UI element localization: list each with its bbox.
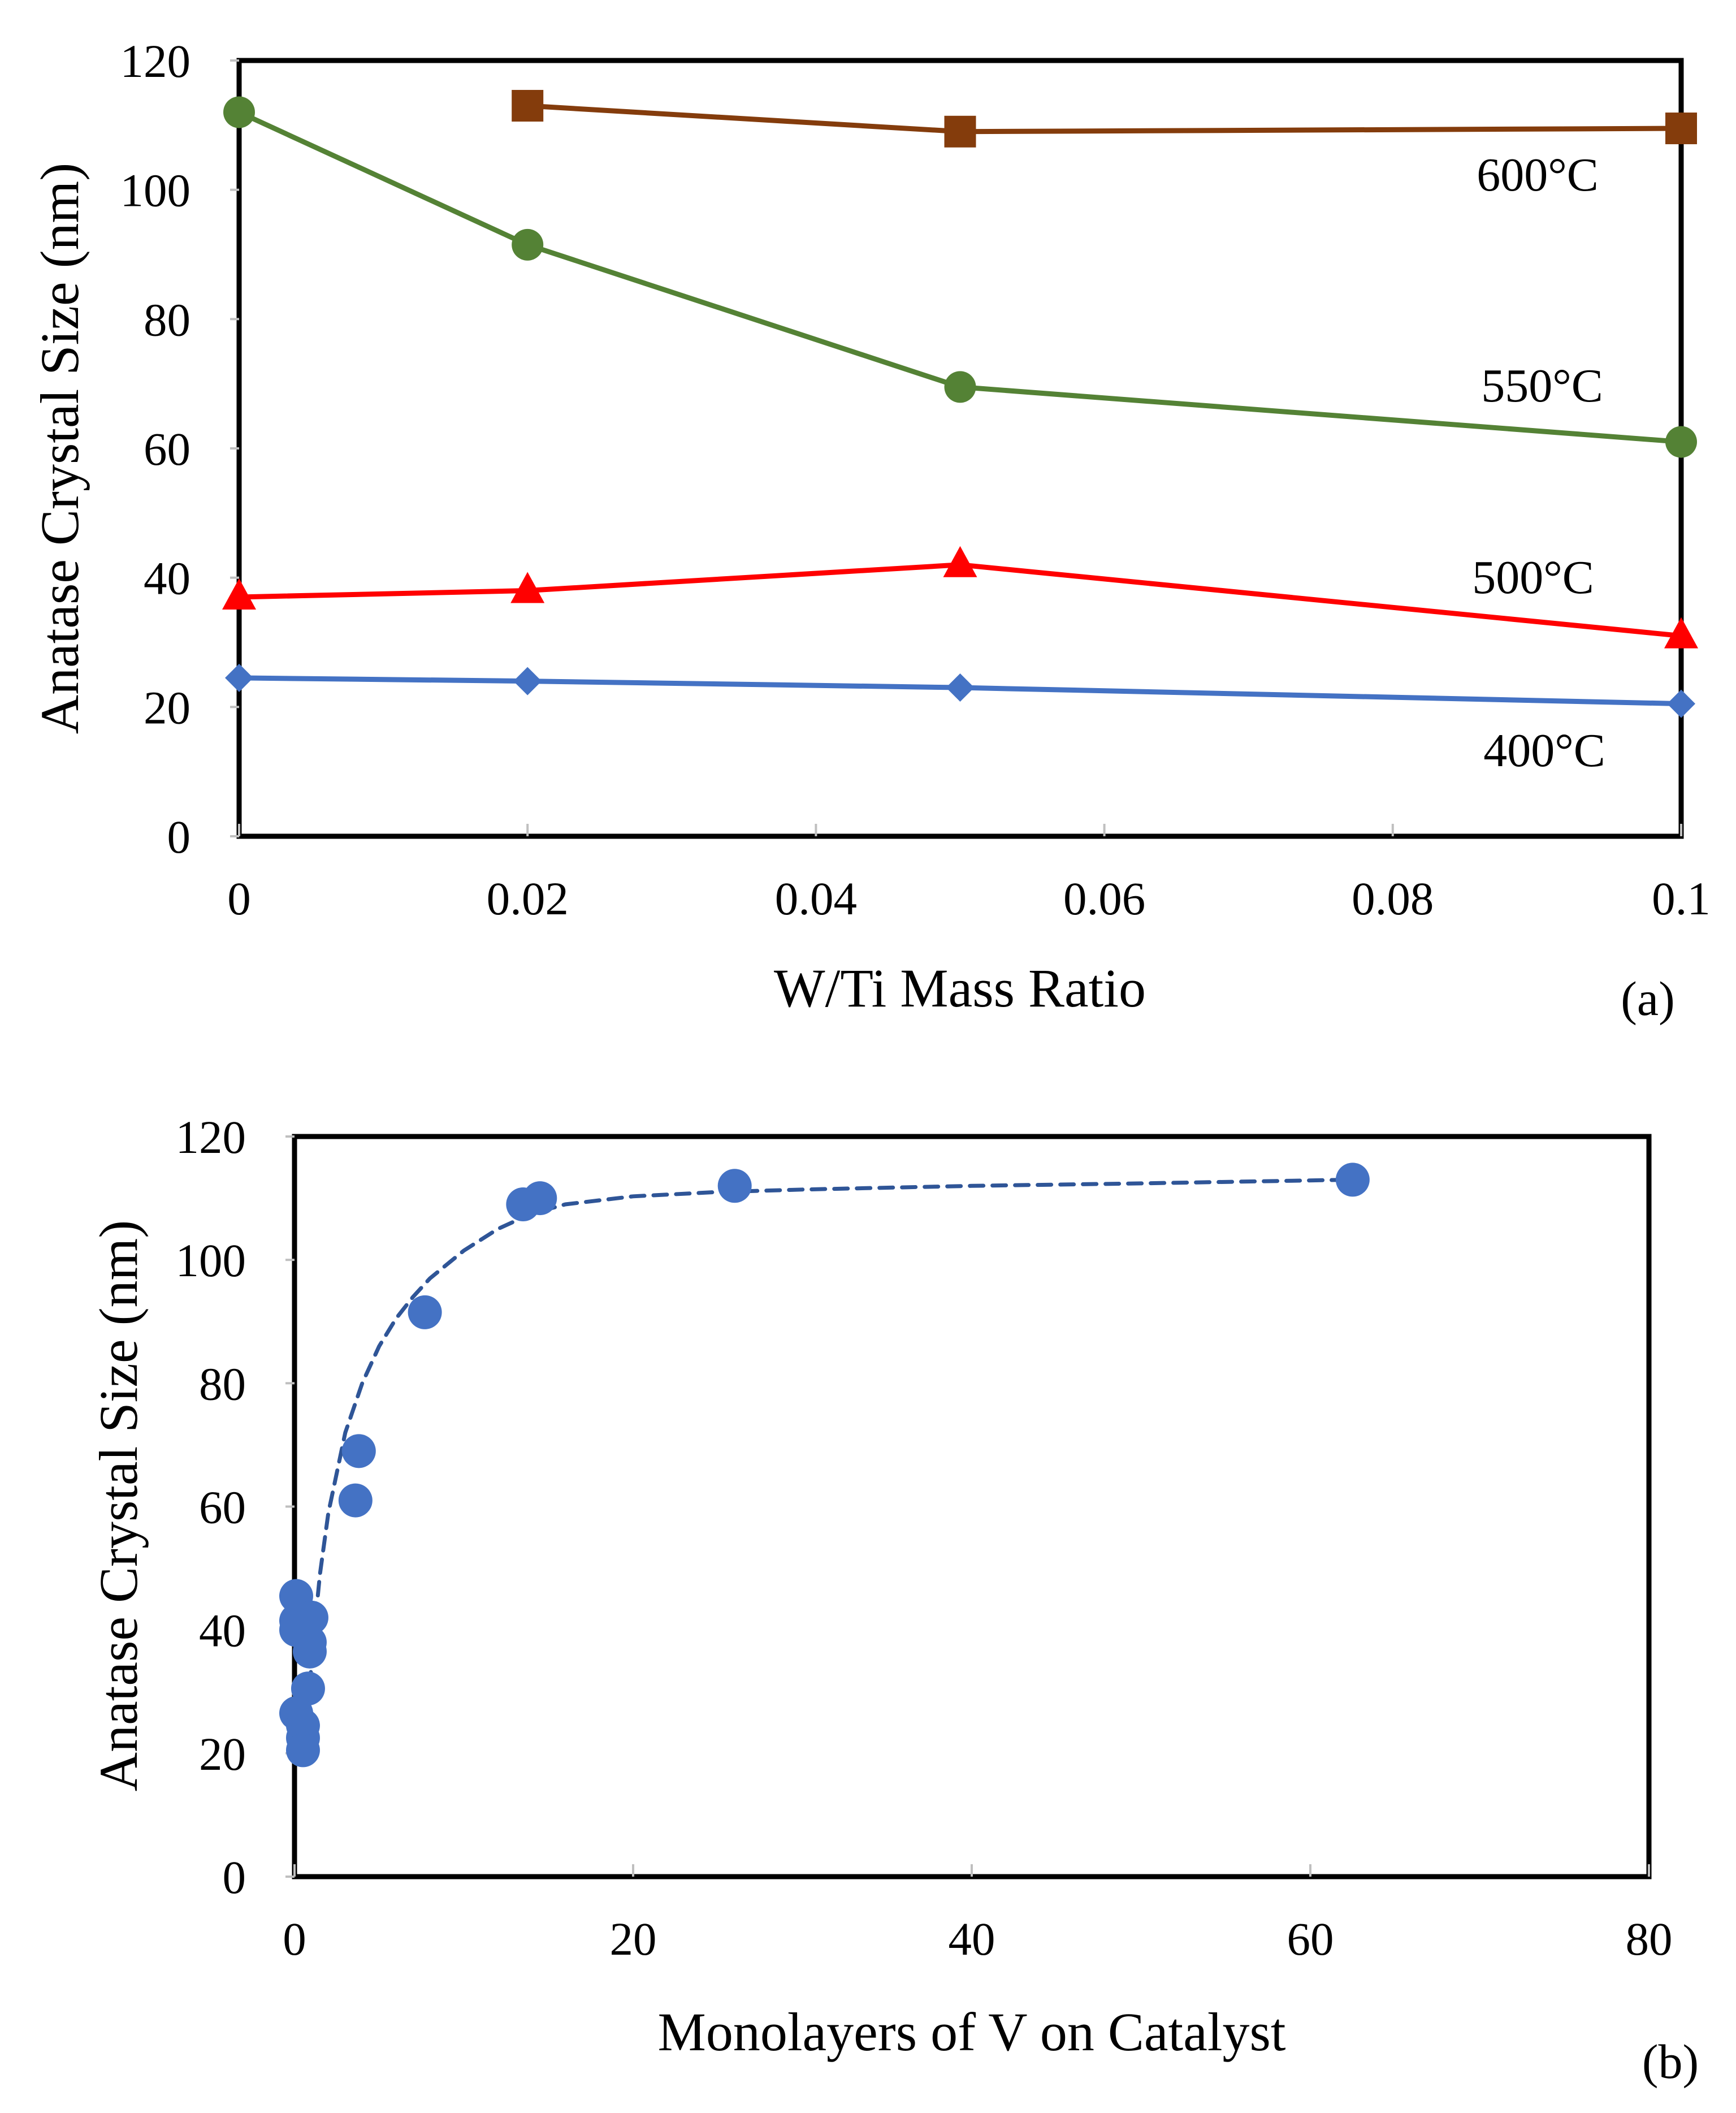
chart-a-y-tick-label: 80 [144, 293, 191, 345]
scatter-point [292, 1634, 327, 1669]
data-point-500c [1664, 617, 1698, 649]
series-label-500c: 500°C [1472, 551, 1594, 604]
scatter-point [408, 1295, 442, 1329]
chart-b-y-tick-label: 100 [176, 1234, 246, 1286]
scatter-point [338, 1483, 373, 1518]
scatter-point [523, 1181, 557, 1216]
chart-b-ticks: 0 20 40 60 80 0 20 40 60 80 100 120 [176, 1111, 1673, 1965]
data-point-400c [1667, 689, 1695, 718]
scatter-point [294, 1600, 328, 1635]
chart-b-y-tick-label: 60 [199, 1481, 246, 1533]
chart-a-y-tick-label: 100 [120, 165, 191, 217]
data-point-600c [944, 115, 976, 148]
chart-a-x-tick-label: 0 [227, 872, 251, 924]
series-label-600c: 600°C [1477, 149, 1599, 201]
chart-b-x-tick-label: 40 [949, 1913, 995, 1965]
chart-b-x-tick-label: 80 [1626, 1913, 1673, 1965]
chart-a-x-tick-label: 0.1 [1652, 872, 1711, 924]
data-point-550c [944, 371, 976, 403]
scatter-point [285, 1733, 320, 1768]
chart-a-y-tick-label: 0 [167, 811, 191, 863]
chart-b-x-tick-label: 20 [610, 1913, 657, 1965]
chart-a-markers [222, 90, 1698, 718]
data-point-500c [943, 546, 977, 577]
scatter-point [1335, 1163, 1370, 1197]
series-line-550c [238, 110, 1682, 445]
series-label-550c: 550°C [1481, 360, 1603, 412]
chart-a-x-axis-title: W/Ti Mass Ratio [774, 958, 1146, 1018]
chart-b-y-tick-label: 80 [199, 1358, 246, 1410]
chart-a-ticks: 0 0.02 0.04 0.06 0.08 0.1 0 20 40 60 80 100 120 [120, 35, 1711, 924]
chart-a-y-tick-label: 120 [120, 35, 191, 87]
chart-b-y-tick-label: 0 [223, 1851, 246, 1903]
chart-b-y-tick-label: 120 [176, 1111, 246, 1163]
data-point-400c [946, 673, 975, 702]
chart-a-y-axis-title: Anatase Crystal Size (nm) [29, 163, 90, 734]
chart-b-trend [304, 1177, 1355, 1756]
chart-b-x-axis-title: Monolayers of V on Catalyst [657, 2002, 1285, 2062]
data-point-400c [225, 663, 253, 692]
chart-a-x-tick-label: 0.04 [775, 872, 857, 924]
trend-line [304, 1177, 1355, 1756]
data-point-500c [222, 578, 256, 610]
chart-b-y-axis-title: Anatase Crystal Size (nm) [88, 1220, 149, 1791]
chart-a-x-tick-label: 0.02 [487, 872, 569, 924]
chart-b-points [279, 1163, 1370, 1768]
chart-a-x-tick-label: 0.08 [1352, 872, 1434, 924]
chart-b-y-tick-label: 40 [199, 1605, 246, 1657]
data-point-550c [512, 228, 544, 261]
chart-a-y-tick-label: 60 [144, 423, 191, 475]
data-point-400c [513, 667, 542, 695]
series-label-400c: 400°C [1483, 724, 1605, 777]
chart-a: 0 0.02 0.04 0.06 0.08 0.1 0 20 40 60 80 100 120 W/Ti… [29, 35, 1711, 1026]
chart-b-x-tick-label: 60 [1287, 1913, 1334, 1965]
data-point-500c [510, 572, 545, 603]
chart-b-panel-label: (b) [1642, 2034, 1699, 2089]
chart-b-y-tick-label: 20 [199, 1728, 246, 1780]
chart-b-x-tick-label: 0 [283, 1913, 306, 1965]
data-point-550c [1665, 426, 1697, 458]
series-line-400c [239, 675, 1682, 707]
chart-a-y-tick-label: 40 [144, 552, 191, 604]
data-point-600c [512, 90, 544, 122]
chart-a-x-tick-label: 0.06 [1063, 872, 1145, 924]
scatter-point [341, 1434, 376, 1468]
data-point-600c [1665, 113, 1697, 145]
data-point-550c [223, 96, 255, 128]
scatter-point [717, 1169, 752, 1203]
chart-a-y-tick-label: 20 [144, 681, 191, 733]
chart-a-panel-label: (a) [1621, 971, 1674, 1026]
series-line-500c [239, 562, 1682, 639]
chart-b: 0 20 40 60 80 0 20 40 60 80 100 120 Monolayers of V… [88, 1111, 1699, 2089]
